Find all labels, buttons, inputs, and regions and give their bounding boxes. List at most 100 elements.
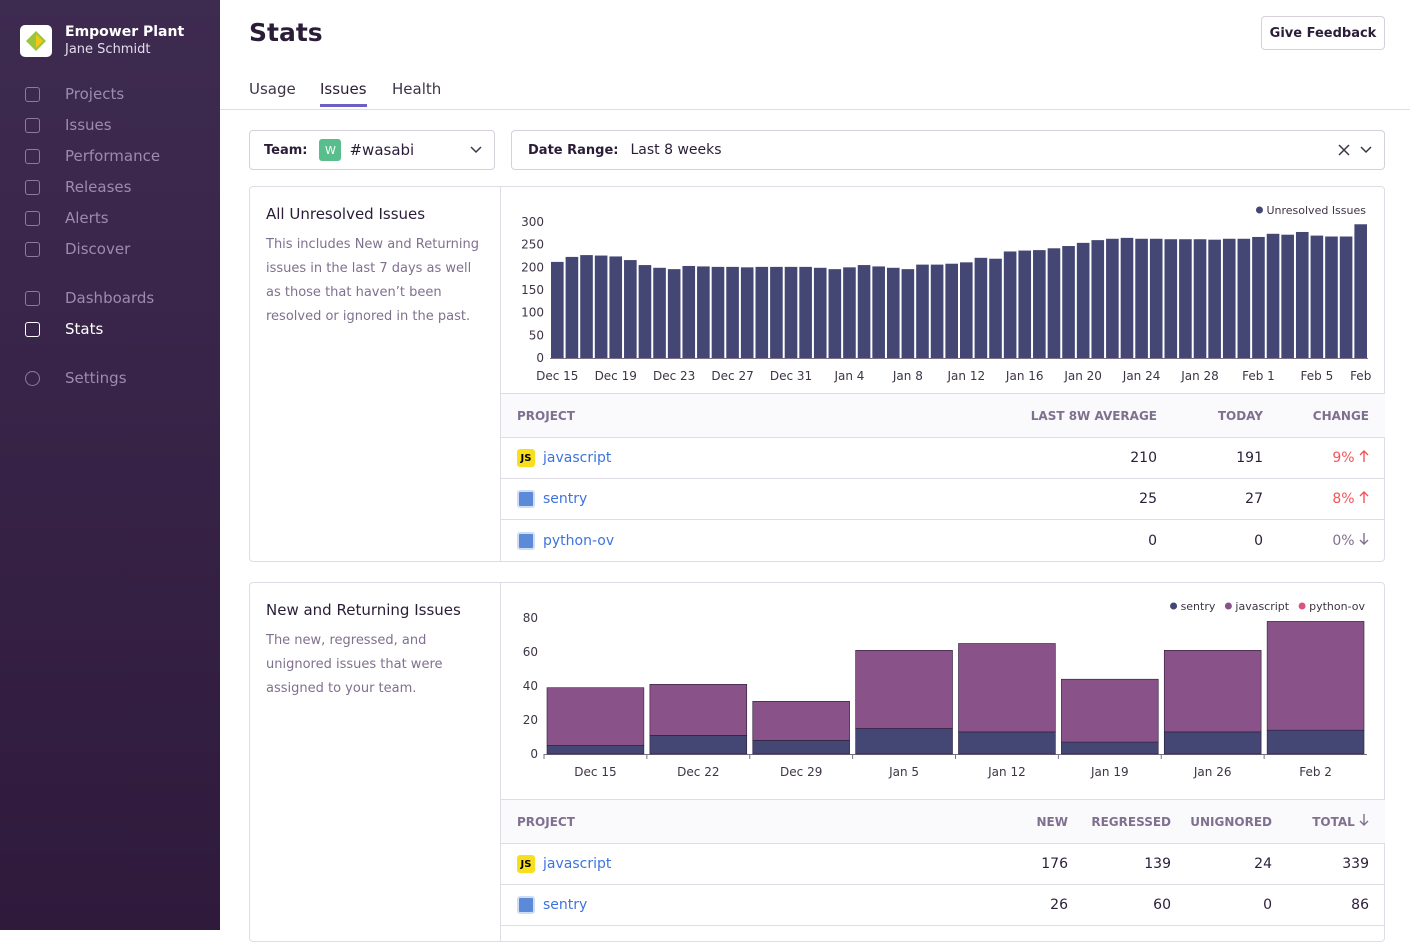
nav-icon xyxy=(25,371,40,386)
logo-mark xyxy=(20,25,52,57)
team-select[interactable]: Team: W #wasabi xyxy=(249,130,495,170)
platform-icon: JS xyxy=(517,449,535,467)
bar xyxy=(1033,250,1046,358)
x-tick-label: Jan 5 xyxy=(888,765,919,779)
bar-segment xyxy=(856,729,953,755)
user-name[interactable]: Jane Schmidt xyxy=(65,42,150,57)
cell: 0% xyxy=(1332,533,1354,549)
x-tick-label: Jan 20 xyxy=(1063,369,1102,383)
x-tick-label: Jan 4 xyxy=(833,369,864,383)
bar xyxy=(916,265,929,358)
column-header: LAST 8W AVERAGE xyxy=(997,409,1157,423)
platform-icon xyxy=(517,532,535,550)
chart: 050100150200250300Dec 15Dec 19Dec 23Dec … xyxy=(501,187,1385,393)
project-link[interactable]: python-ov xyxy=(543,533,614,549)
platform-icon: JS xyxy=(517,855,535,873)
bar-segment xyxy=(959,644,1056,732)
column-header: UNIGNORED xyxy=(1171,815,1272,829)
table-row: sentry 25 27 8% xyxy=(501,479,1385,520)
bar-segment xyxy=(753,740,850,754)
legend-marker xyxy=(1225,603,1232,610)
bar xyxy=(756,267,769,358)
bar-segment xyxy=(650,684,747,735)
nav-item[interactable]: Issues xyxy=(65,116,112,134)
org-logo[interactable] xyxy=(20,25,52,57)
x-tick-label: Dec 15 xyxy=(536,369,578,383)
bar-segment xyxy=(650,735,747,754)
feedback-button[interactable]: Give Feedback xyxy=(1261,16,1385,50)
up-arrow xyxy=(1359,450,1369,462)
y-tick-label: 40 xyxy=(523,679,538,693)
chart: 020406080Dec 15Dec 22Dec 29Jan 5Jan 12Ja… xyxy=(501,583,1385,799)
bar-segment xyxy=(1267,621,1364,730)
project-link[interactable]: sentry xyxy=(543,491,587,507)
nav-icon xyxy=(25,118,40,133)
bar-segment xyxy=(959,732,1056,754)
project-link[interactable]: javascript xyxy=(543,450,611,466)
sort-arrow xyxy=(1359,814,1369,826)
main: Stats Give Feedback Usage Issues Health … xyxy=(220,0,1410,930)
x-tick-label: Jan 12 xyxy=(987,765,1026,779)
bar xyxy=(887,268,900,358)
tab[interactable]: Health xyxy=(392,80,441,98)
bar xyxy=(697,266,710,358)
platform-icon xyxy=(517,490,535,508)
tab[interactable]: Issues xyxy=(320,80,367,107)
date-select[interactable]: Date Range: Last 8 weeks xyxy=(511,130,1385,170)
nav-item[interactable]: Stats xyxy=(65,320,103,338)
legend-label: python-ov xyxy=(1309,600,1365,613)
nav-item[interactable]: Releases xyxy=(65,178,131,196)
table-row: JSjavascript 210 191 9% xyxy=(501,438,1385,479)
column-header[interactable]: TOTAL xyxy=(1312,815,1355,829)
project-link[interactable]: javascript xyxy=(543,856,611,872)
chevron xyxy=(470,146,482,154)
nav-item[interactable]: Alerts xyxy=(65,209,109,227)
clear-icon[interactable] xyxy=(1338,144,1350,156)
nav-item[interactable]: Performance xyxy=(65,147,160,165)
bar xyxy=(609,256,622,358)
bar xyxy=(902,269,915,358)
bar xyxy=(1150,239,1163,358)
bar xyxy=(595,256,608,358)
cell: 24 xyxy=(1171,856,1272,872)
nav-item[interactable]: Projects xyxy=(65,85,124,103)
org-name[interactable]: Empower Plant xyxy=(65,24,184,40)
bar xyxy=(1311,236,1324,358)
divider xyxy=(220,109,1410,110)
nav-item[interactable]: Discover xyxy=(65,240,130,258)
table-row: sentry 26 60 0 86 xyxy=(501,885,1385,926)
y-tick-label: 0 xyxy=(536,351,544,365)
panel: All Unresolved Issues This includes New … xyxy=(249,186,1385,562)
x-tick-label: Dec 29 xyxy=(780,765,822,779)
y-tick-label: 250 xyxy=(521,238,544,252)
x-tick-label: Dec 19 xyxy=(595,369,637,383)
x-tick-label: Jan 8 xyxy=(892,369,923,383)
legend-label: Unresolved Issues xyxy=(1266,204,1366,217)
bar xyxy=(843,267,856,358)
nav-item[interactable]: Dashboards xyxy=(65,289,154,307)
legend-marker xyxy=(1170,603,1177,610)
bar xyxy=(551,262,564,358)
project-link[interactable]: sentry xyxy=(543,897,587,913)
legend-label: javascript xyxy=(1234,600,1289,613)
nav-icon xyxy=(25,180,40,195)
bar xyxy=(1340,237,1353,358)
x-tick-label: Dec 23 xyxy=(653,369,695,383)
bar-segment xyxy=(753,701,850,740)
nav-icon xyxy=(25,242,40,257)
bar xyxy=(1354,224,1367,358)
x-tick-label: Jan 26 xyxy=(1193,765,1232,779)
bar xyxy=(1208,240,1221,358)
bar-segment xyxy=(856,650,953,728)
date-label: Date Range: xyxy=(528,143,618,158)
cell: 0 xyxy=(1171,897,1272,913)
nav-item[interactable]: Settings xyxy=(65,369,127,387)
tab[interactable]: Usage xyxy=(249,80,296,98)
bar-segment xyxy=(547,688,644,746)
cell: 139 xyxy=(1068,856,1171,872)
y-tick-label: 60 xyxy=(523,645,538,659)
page-title: Stats xyxy=(249,18,323,47)
chevron xyxy=(1360,146,1372,154)
nav-icon xyxy=(25,291,40,306)
